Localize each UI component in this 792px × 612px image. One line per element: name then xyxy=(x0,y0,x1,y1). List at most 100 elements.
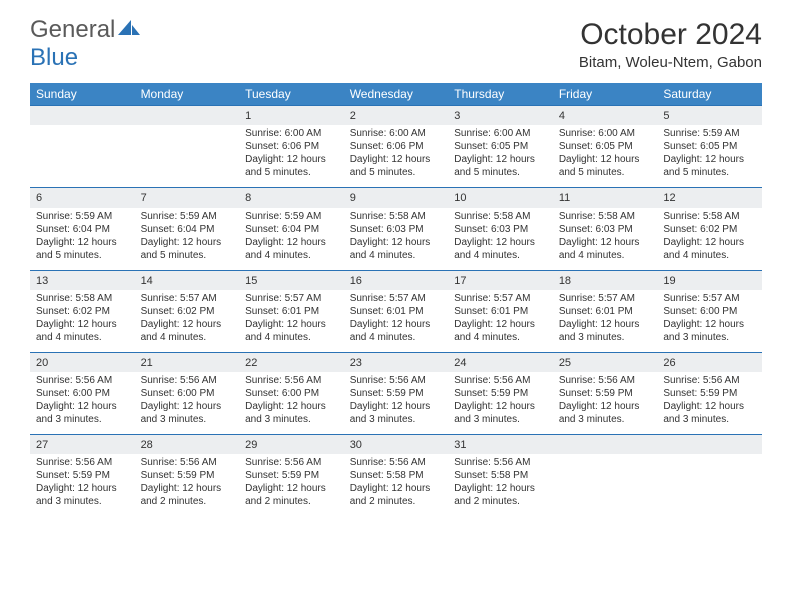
daylight-text: and 2 minutes. xyxy=(141,495,234,508)
daylight-text: and 5 minutes. xyxy=(141,249,234,262)
weekday-header: Thursday xyxy=(448,83,553,106)
daylight-text: and 4 minutes. xyxy=(350,331,443,344)
empty-day-number xyxy=(657,435,762,455)
daylight-text: Daylight: 12 hours xyxy=(559,153,652,166)
daylight-text: Daylight: 12 hours xyxy=(350,400,443,413)
sunset-text: Sunset: 6:05 PM xyxy=(454,140,547,153)
empty-cell xyxy=(30,125,135,188)
sunrise-text: Sunrise: 5:56 AM xyxy=(350,374,443,387)
day-number: 17 xyxy=(448,270,553,290)
day-number: 4 xyxy=(553,106,658,126)
daynum-row: 6789101112 xyxy=(30,188,762,208)
sunset-text: Sunset: 5:58 PM xyxy=(350,469,443,482)
day-number: 28 xyxy=(135,435,240,455)
daylight-text: and 2 minutes. xyxy=(454,495,547,508)
daylight-text: Daylight: 12 hours xyxy=(663,153,756,166)
daylight-text: Daylight: 12 hours xyxy=(245,153,338,166)
daylight-text: Daylight: 12 hours xyxy=(454,236,547,249)
daynum-row: 12345 xyxy=(30,106,762,126)
sunrise-text: Sunrise: 5:59 AM xyxy=(141,210,234,223)
daylight-text: and 4 minutes. xyxy=(141,331,234,344)
daynum-row: 20212223242526 xyxy=(30,352,762,372)
sunrise-text: Sunrise: 5:58 AM xyxy=(663,210,756,223)
day-number: 8 xyxy=(239,188,344,208)
daylight-text: Daylight: 12 hours xyxy=(350,318,443,331)
day-cell: Sunrise: 5:57 AMSunset: 6:01 PMDaylight:… xyxy=(553,290,658,353)
daylight-text: Daylight: 12 hours xyxy=(663,318,756,331)
daylight-text: and 4 minutes. xyxy=(245,249,338,262)
daylight-text: Daylight: 12 hours xyxy=(141,482,234,495)
day-number: 15 xyxy=(239,270,344,290)
day-cell: Sunrise: 5:57 AMSunset: 6:01 PMDaylight:… xyxy=(344,290,449,353)
empty-cell xyxy=(553,454,658,516)
day-cell: Sunrise: 5:56 AMSunset: 6:00 PMDaylight:… xyxy=(30,372,135,435)
sunrise-text: Sunrise: 5:57 AM xyxy=(559,292,652,305)
sunrise-text: Sunrise: 5:56 AM xyxy=(36,374,129,387)
day-cell: Sunrise: 5:56 AMSunset: 5:59 PMDaylight:… xyxy=(239,454,344,516)
day-number: 6 xyxy=(30,188,135,208)
day-cell: Sunrise: 5:56 AMSunset: 5:59 PMDaylight:… xyxy=(135,454,240,516)
location: Bitam, Woleu-Ntem, Gabon xyxy=(579,54,762,71)
detail-row: Sunrise: 5:56 AM Sunset: 6:00 PM Daylight:… xyxy=(30,372,762,435)
day-number: 21 xyxy=(135,352,240,372)
daylight-text: Daylight: 12 hours xyxy=(141,318,234,331)
daylight-text: Daylight: 12 hours xyxy=(454,153,547,166)
day-cell: Sunrise: 5:56 AMSunset: 5:59 PMDaylight:… xyxy=(553,372,658,435)
daylight-text: and 5 minutes. xyxy=(454,166,547,179)
sunrise-text: Sunrise: 5:59 AM xyxy=(663,127,756,140)
day-number: 9 xyxy=(344,188,449,208)
day-cell: Sunrise: 5:57 AMSunset: 6:01 PMDaylight:… xyxy=(239,290,344,353)
sunrise-text: Sunrise: 5:57 AM xyxy=(350,292,443,305)
daylight-text: and 3 minutes. xyxy=(245,413,338,426)
sunrise-text: Sunrise: 5:57 AM xyxy=(663,292,756,305)
day-number: 24 xyxy=(448,352,553,372)
daylight-text: and 5 minutes. xyxy=(245,166,338,179)
daylight-text: and 4 minutes. xyxy=(663,249,756,262)
daylight-text: Daylight: 12 hours xyxy=(245,400,338,413)
day-cell: Sunrise: 5:59 AMSunset: 6:04 PMDaylight:… xyxy=(135,208,240,271)
day-cell: Sunrise: 5:57 AMSunset: 6:02 PMDaylight:… xyxy=(135,290,240,353)
daylight-text: and 4 minutes. xyxy=(454,331,547,344)
daylight-text: Daylight: 12 hours xyxy=(350,482,443,495)
day-number: 11 xyxy=(553,188,658,208)
sunset-text: Sunset: 6:04 PM xyxy=(141,223,234,236)
daylight-text: and 3 minutes. xyxy=(36,495,129,508)
sunset-text: Sunset: 5:59 PM xyxy=(350,387,443,400)
day-number: 18 xyxy=(553,270,658,290)
sunrise-text: Sunrise: 5:58 AM xyxy=(350,210,443,223)
sunset-text: Sunset: 6:04 PM xyxy=(36,223,129,236)
detail-row: Sunrise: 5:58 AMSunset: 6:02 PMDaylight:… xyxy=(30,290,762,353)
sunrise-text: Sunrise: 5:56 AM xyxy=(245,456,338,469)
sunrise-text: Sunrise: 5:58 AM xyxy=(559,210,652,223)
sunset-text: Sunset: 6:06 PM xyxy=(245,140,338,153)
daynum-row: 13141516171819 xyxy=(30,270,762,290)
day-number: 26 xyxy=(657,352,762,372)
brand-logo: General Blue xyxy=(30,18,150,70)
sunset-text: Sunset: 5:58 PM xyxy=(454,469,547,482)
day-number: 12 xyxy=(657,188,762,208)
weekday-header: Tuesday xyxy=(239,83,344,106)
sunrise-text: Sunrise: 5:59 AM xyxy=(36,210,129,223)
daylight-text: and 2 minutes. xyxy=(350,495,443,508)
day-cell: Sunrise: 5:58 AMSunset: 6:03 PMDaylight:… xyxy=(553,208,658,271)
empty-cell xyxy=(657,454,762,516)
sunset-text: Sunset: 6:00 PM xyxy=(141,387,234,400)
sunrise-text: Sunrise: 6:00 AM xyxy=(350,127,443,140)
day-cell: Sunrise: 5:56 AMSunset: 6:00 PMDaylight:… xyxy=(135,372,240,435)
daylight-text: and 3 minutes. xyxy=(663,413,756,426)
daylight-text: and 3 minutes. xyxy=(141,413,234,426)
weekday-header: Saturday xyxy=(657,83,762,106)
day-cell: Sunrise: 5:59 AMSunset: 6:04 PMDaylight:… xyxy=(239,208,344,271)
daylight-text: and 4 minutes. xyxy=(245,331,338,344)
sunset-text: Sunset: 6:02 PM xyxy=(663,223,756,236)
daylight-text: and 3 minutes. xyxy=(350,413,443,426)
sunrise-text: Sunrise: 5:56 AM xyxy=(245,374,338,387)
sunrise-text: Sunrise: 6:00 AM xyxy=(245,127,338,140)
detail-row: Sunrise: 5:56 AMSunset: 5:59 PMDaylight:… xyxy=(30,454,762,516)
daylight-text: and 2 minutes. xyxy=(245,495,338,508)
empty-day-number xyxy=(553,435,658,455)
sunrise-text: Sunrise: 5:56 AM xyxy=(454,374,547,387)
day-cell: Sunrise: 5:56 AMSunset: 5:59 PMDaylight:… xyxy=(344,372,449,435)
empty-cell xyxy=(135,125,240,188)
sunrise-text: Sunrise: 6:00 AM xyxy=(559,127,652,140)
